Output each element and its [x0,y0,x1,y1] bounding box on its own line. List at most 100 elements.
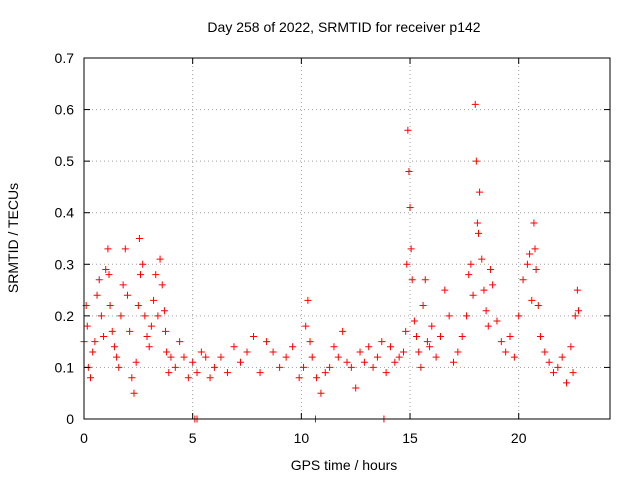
data-point [132,358,140,366]
data-point [302,322,310,330]
data-point [330,343,338,351]
data-point [489,281,497,289]
data-point [530,219,538,227]
data-point [528,296,536,304]
y-tick-label: 0.1 [55,359,75,375]
data-point [317,389,325,397]
data-point [217,353,225,361]
data-point [569,369,577,377]
chart-title: Day 258 of 2022, SRMTID for receiver p14… [207,19,480,35]
data-point [295,374,303,382]
data-point [506,332,514,340]
data-point [407,245,415,253]
data-point [163,348,171,356]
data-point [106,302,114,310]
y-tick-label: 0 [66,411,74,427]
data-point [549,369,557,377]
data-point [105,271,113,279]
data-point [87,374,95,382]
data-point [382,369,390,377]
data-point [410,317,418,325]
data-point [386,343,394,351]
data-point [558,353,566,361]
y-tick-label: 0.3 [55,256,75,272]
data-point [180,353,188,361]
data-point [402,327,410,335]
data-point [202,353,210,361]
data-point [162,327,170,335]
data-point [400,348,408,356]
data-point [93,291,101,299]
data-point [534,302,542,310]
data-point [347,363,355,371]
data-point [119,281,127,289]
data-point [510,353,518,361]
data-point [300,363,308,371]
data-point [395,353,403,361]
data-point [432,353,440,361]
data-point [571,312,579,320]
data-point [473,219,481,227]
data-point [428,322,436,330]
data-point [308,353,316,361]
data-point [134,302,142,310]
data-point [405,167,413,175]
data-point [91,338,99,346]
data-point [110,343,118,351]
data-point [171,363,179,371]
data-point [467,260,475,268]
data-point [356,348,364,356]
data-point [532,265,540,273]
data-point [334,353,342,361]
data-point [156,255,164,263]
data-point [97,312,105,320]
data-point [408,276,416,284]
data-point [269,348,277,356]
data-point [493,317,501,325]
data-points [80,100,582,423]
data-point [515,312,523,320]
data-point [167,353,175,361]
x-axis-ticks: 0 5 10 15 20 [80,58,527,446]
data-point [176,338,184,346]
data-point [531,245,539,253]
data-point [445,312,453,320]
x-axis-label: GPS time / hours [291,457,398,473]
data-point [250,332,258,340]
y-tick-label: 0.4 [55,205,75,221]
data-point [471,100,479,108]
data-point [326,363,334,371]
data-point [480,286,488,294]
data-point [360,358,368,366]
data-point [135,235,143,242]
data-point [113,353,121,361]
data-point [100,332,108,340]
data-point [276,363,284,371]
data-point [523,260,531,268]
y-tick-label: 0.5 [55,153,75,169]
data-point [306,338,314,346]
x-tick-label: 20 [511,430,527,446]
x-tick-label: 15 [402,430,418,446]
data-point [150,296,158,304]
data-point [289,343,297,351]
data-point [484,322,492,330]
x-tick-label: 0 [80,430,88,446]
data-point [210,363,218,371]
data-point [236,358,244,366]
data-point [441,286,449,294]
data-point [423,338,431,346]
data-point [160,307,168,315]
data-point [472,157,480,165]
data-point [83,322,91,330]
data-point [475,229,482,237]
data-point [436,332,444,340]
data-point [469,291,477,299]
data-point [573,286,581,294]
data-point [102,265,110,273]
data-point [130,389,138,397]
data-point [458,332,466,340]
data-point [526,250,534,258]
data-point [104,245,112,253]
